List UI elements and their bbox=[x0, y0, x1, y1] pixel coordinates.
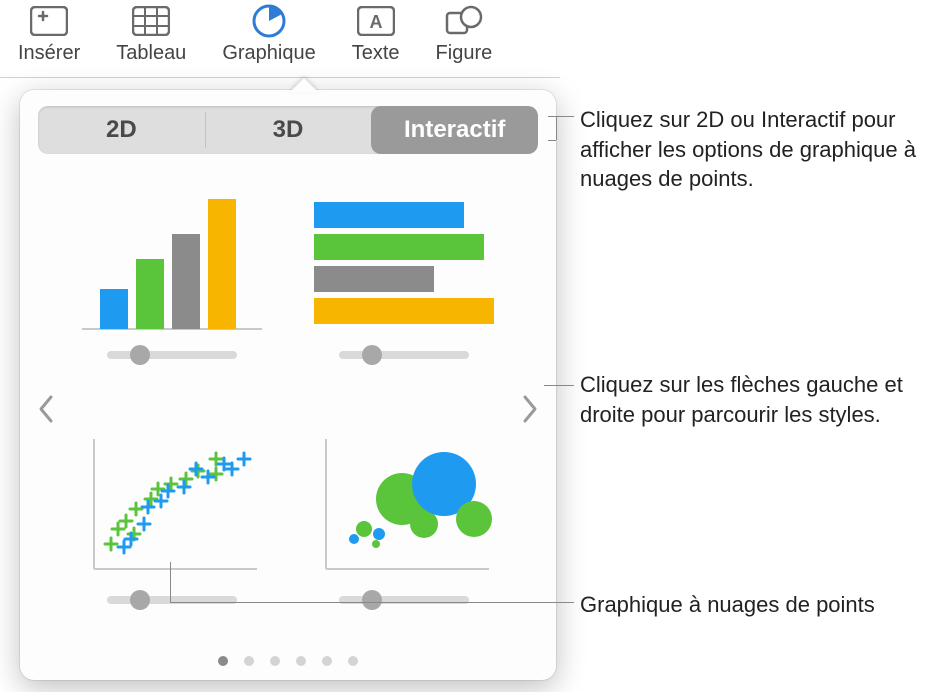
toolbar-shape-label: Figure bbox=[436, 42, 493, 65]
hbar-chart-thumb bbox=[314, 184, 494, 334]
tab-interactive[interactable]: Interactif bbox=[371, 106, 538, 154]
chart-tile-column[interactable] bbox=[76, 184, 268, 399]
callout-line bbox=[556, 116, 574, 117]
chart-tile-bubble[interactable] bbox=[308, 429, 500, 644]
text-icon: A bbox=[354, 2, 398, 40]
toolbar-shape[interactable]: Figure bbox=[418, 2, 511, 65]
toolbar-chart-label: Graphique bbox=[222, 42, 315, 65]
interactive-slider-icon bbox=[339, 593, 469, 607]
toolbar-insert-label: Insérer bbox=[18, 42, 80, 65]
chart-tile-scatter[interactable] bbox=[76, 429, 268, 644]
interactive-slider-icon bbox=[107, 348, 237, 362]
tab-2d[interactable]: 2D bbox=[38, 106, 205, 154]
toolbar-insert[interactable]: Insérer bbox=[0, 2, 98, 65]
interactive-slider-icon bbox=[339, 348, 469, 362]
toolbar-text[interactable]: A Texte bbox=[334, 2, 418, 65]
toolbar: Insérer Tableau Graphique A Texte Figure bbox=[0, 0, 560, 78]
pager-dot[interactable] bbox=[348, 656, 358, 666]
chart-popover: 2D 3D Interactif bbox=[20, 90, 556, 680]
callout-scatter: Graphique à nuages de points bbox=[580, 590, 875, 620]
chart-icon bbox=[247, 2, 291, 40]
chart-type-segmented: 2D 3D Interactif bbox=[38, 106, 538, 154]
toolbar-table[interactable]: Tableau bbox=[98, 2, 204, 65]
toolbar-text-label: Texte bbox=[352, 42, 400, 65]
callout-line bbox=[544, 385, 574, 386]
pager-dot[interactable] bbox=[270, 656, 280, 666]
pager-dot[interactable] bbox=[322, 656, 332, 666]
prev-style-button[interactable] bbox=[32, 379, 60, 439]
callout-line bbox=[170, 602, 574, 603]
pager-dot[interactable] bbox=[218, 656, 228, 666]
next-style-button[interactable] bbox=[516, 379, 544, 439]
callout-bracket bbox=[556, 116, 557, 140]
scatter-chart-thumb bbox=[82, 429, 262, 579]
column-chart-thumb bbox=[82, 184, 262, 334]
table-icon bbox=[129, 2, 173, 40]
shape-icon bbox=[442, 2, 486, 40]
callout-tabs: Cliquez sur 2D ou Interactif pour affich… bbox=[580, 105, 920, 194]
svg-text:A: A bbox=[369, 12, 382, 32]
style-pager[interactable] bbox=[20, 656, 556, 666]
pager-dot[interactable] bbox=[244, 656, 254, 666]
interactive-slider-icon bbox=[107, 593, 237, 607]
toolbar-table-label: Tableau bbox=[116, 42, 186, 65]
callout-arrows: Cliquez sur les flèches gauche et droite… bbox=[580, 370, 920, 429]
tab-3d[interactable]: 3D bbox=[205, 106, 372, 154]
bubble-chart-thumb bbox=[314, 429, 494, 579]
callout-bracket bbox=[548, 116, 556, 117]
chart-style-browser bbox=[38, 174, 538, 644]
insert-icon bbox=[27, 2, 71, 40]
chart-grid bbox=[76, 174, 500, 644]
toolbar-chart[interactable]: Graphique bbox=[204, 2, 333, 65]
chart-tile-hbar[interactable] bbox=[308, 184, 500, 399]
callout-line bbox=[170, 562, 171, 602]
callout-bracket bbox=[548, 140, 556, 141]
pager-dot[interactable] bbox=[296, 656, 306, 666]
